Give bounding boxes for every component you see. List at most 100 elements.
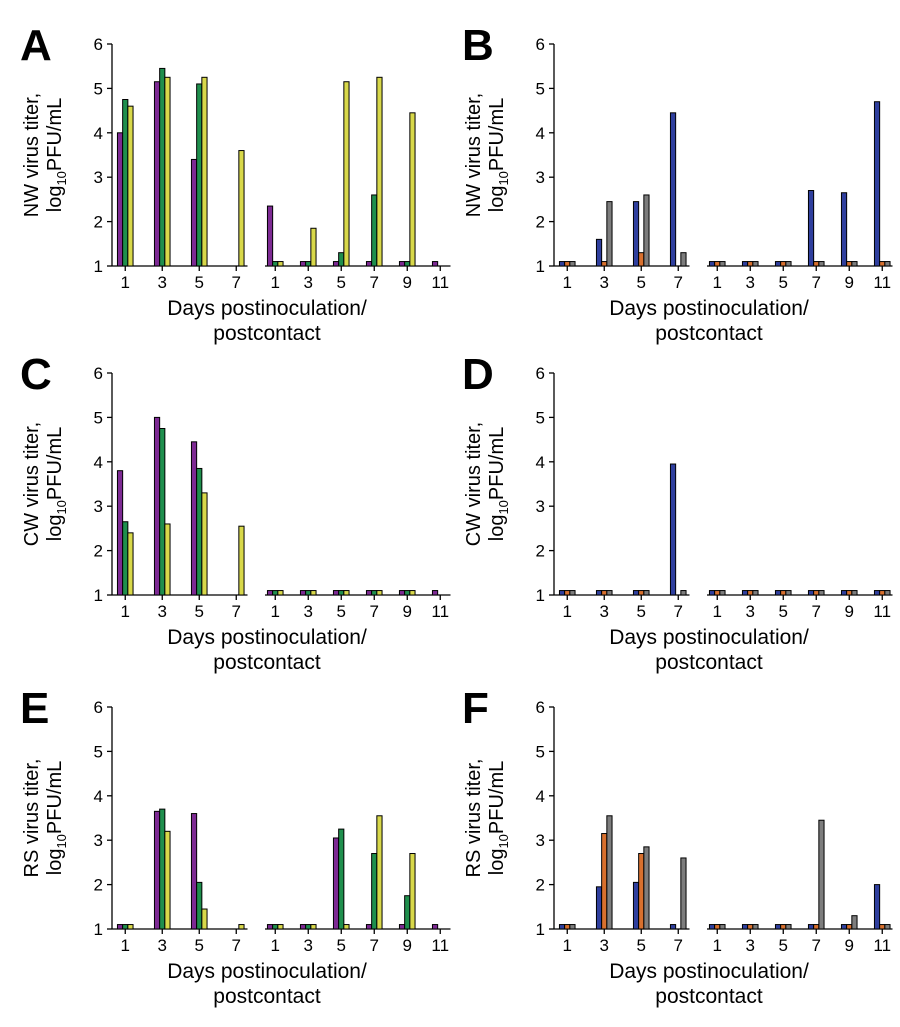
y-axis-unit: log10PFU/mL (44, 427, 69, 542)
y-tick-label: 1 (94, 257, 103, 276)
bar (332, 261, 340, 267)
y-axis-unit: log10PFU/mL (486, 427, 511, 542)
y-tick-label: 6 (536, 364, 545, 383)
y-tick-label: 4 (94, 124, 103, 143)
y-axis-unit: log10PFU/mL (44, 761, 69, 876)
y-tick-label: 5 (536, 408, 545, 427)
y-tick-label: 3 (94, 831, 103, 850)
bar (879, 261, 886, 267)
x-tick-label: 7 (812, 936, 821, 955)
y-tick-label: 5 (536, 79, 545, 98)
x-tick-label: 1 (713, 273, 722, 292)
y-tick-label: 2 (94, 213, 103, 232)
bar (431, 590, 439, 596)
bar (365, 590, 373, 596)
y-tick-label: 6 (536, 698, 545, 717)
bar (376, 76, 383, 267)
bar (643, 590, 650, 596)
x-tick-label: 1 (563, 273, 572, 292)
y-axis-unit: log10PFU/mL (486, 98, 511, 213)
bar (159, 67, 166, 267)
bar (569, 924, 576, 930)
bar (266, 205, 274, 267)
x-tick-label: 1 (713, 936, 722, 955)
bar (127, 105, 134, 267)
x-tick-label: 5 (337, 936, 346, 955)
x-tick-label: 3 (600, 602, 609, 621)
panel-letter: D (462, 350, 494, 399)
bar (371, 194, 378, 267)
bar (807, 924, 815, 930)
panel-letter: E (20, 684, 49, 733)
bar (564, 924, 571, 930)
x-tick-label: 7 (370, 273, 379, 292)
panel-letter: C (20, 350, 52, 399)
x-tick-label: 9 (403, 273, 412, 292)
x-tick-label: 1 (271, 936, 280, 955)
y-tick-label: 3 (536, 497, 545, 516)
y-tick-label: 5 (536, 742, 545, 761)
x-tick-label: 3 (304, 602, 313, 621)
bar (338, 252, 345, 267)
x-axis-label: Days postinoculation/ (167, 626, 367, 649)
bar (277, 590, 284, 596)
bar (643, 194, 650, 267)
bar (774, 590, 782, 596)
x-tick-label: 11 (873, 936, 891, 955)
y-tick-label: 1 (536, 920, 545, 939)
bar (719, 261, 726, 267)
x-axis-label: Days postinoculation/ (609, 297, 809, 320)
bar (595, 886, 603, 930)
bar (201, 76, 208, 267)
x-tick-label: 5 (779, 936, 788, 955)
x-axis-label-line2: postcontact (213, 322, 321, 345)
x-tick-label: 7 (674, 602, 683, 621)
y-axis-label: RS virus titer, (21, 759, 43, 878)
bar (595, 238, 603, 267)
bar (343, 590, 350, 596)
x-tick-label: 5 (337, 602, 346, 621)
bar (266, 590, 274, 596)
x-tick-label: 5 (637, 936, 646, 955)
bar (669, 112, 677, 267)
y-tick-label: 2 (94, 542, 103, 561)
bar (153, 81, 161, 267)
bar (884, 924, 891, 930)
x-tick-label: 11 (431, 602, 449, 621)
x-axis-label-line2: postcontact (655, 651, 763, 674)
x-tick-label: 3 (746, 602, 755, 621)
bar (708, 924, 716, 930)
x-tick-label: 3 (304, 273, 313, 292)
bar (785, 924, 792, 930)
y-tick-label: 4 (536, 787, 545, 806)
bar (398, 924, 406, 930)
bar (431, 924, 439, 930)
x-tick-label: 3 (158, 936, 167, 955)
y-tick-label: 5 (94, 742, 103, 761)
x-tick-label: 1 (121, 936, 130, 955)
x-tick-label: 3 (600, 273, 609, 292)
y-tick-label: 3 (94, 168, 103, 187)
bar (310, 590, 317, 596)
bar (164, 76, 171, 267)
bar (159, 428, 166, 596)
bar (190, 158, 198, 267)
panel-b: B 1 2 3 4 5 6 NW virus titer, log10PFU/mL 1 3 5 7 1 3 5… (462, 21, 893, 345)
bar (196, 467, 203, 596)
bar (409, 590, 416, 596)
bar (404, 261, 411, 267)
bar (873, 884, 881, 930)
bar (879, 590, 886, 596)
bar (127, 924, 134, 930)
bar (601, 833, 608, 930)
y-tick-label: 4 (536, 124, 545, 143)
bar (747, 924, 754, 930)
bar (305, 261, 312, 267)
bar (680, 252, 687, 267)
y-tick-label: 6 (536, 35, 545, 54)
x-tick-label: 11 (431, 936, 449, 955)
bar (343, 924, 350, 930)
x-tick-label: 1 (121, 273, 130, 292)
bar (818, 261, 825, 267)
x-axis-label-line2: postcontact (655, 985, 763, 1008)
